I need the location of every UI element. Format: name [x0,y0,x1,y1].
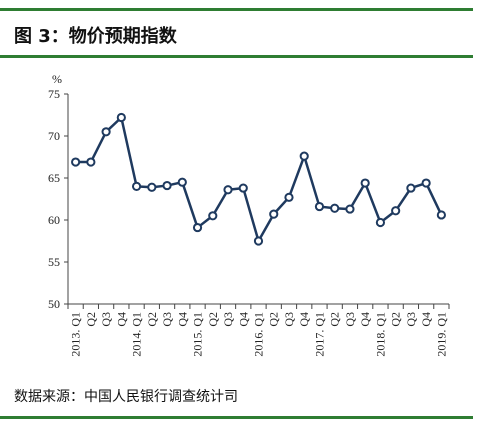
data-point [71,157,81,167]
x-tick-label: Q2 [389,312,403,327]
data-point [314,201,325,212]
y-tick-label: 55 [48,255,60,269]
x-tick-label: Q3 [99,312,113,327]
top-rule [0,8,473,11]
x-tick-label: 2017. Q1 [312,312,326,357]
data-point [421,178,431,188]
y-tick-label: 75 [48,87,60,101]
x-tick-label: Q4 [175,312,189,327]
data-point [208,211,218,221]
data-point [101,127,111,137]
data-point [284,192,294,202]
x-tick-label: Q2 [328,312,342,327]
y-tick-label: 70 [48,129,60,143]
y-tick-label: 50 [48,297,60,311]
x-tick-label: Q4 [297,312,311,327]
data-point [436,210,446,220]
y-tick-label: 60 [48,213,60,227]
data-point [345,204,355,214]
data-point [223,185,233,195]
x-tick-label: Q4 [114,312,128,327]
series-line [75,116,443,243]
data-source: 数据来源：中国人民银行调查统计司 [14,389,238,405]
data-point [299,151,309,161]
y-tick-label: 65 [48,171,60,185]
x-tick-label: 2018. Q1 [373,312,387,357]
data-point [238,183,248,193]
x-tick-label: Q3 [404,312,418,327]
x-tick-label: 2019. Q1 [434,312,448,357]
data-point [330,203,340,213]
data-point [131,181,142,191]
x-tick-label: Q3 [343,312,357,327]
data-point [269,209,279,219]
x-tick-label: Q4 [236,312,250,327]
x-tick-label: Q2 [145,312,159,327]
x-tick-label: 2015. Q1 [191,312,205,357]
bottom-rule [0,416,473,419]
data-point [177,177,187,187]
figure-title: 图 3：物价预期指数 [14,26,177,47]
data-point [375,217,386,228]
x-tick-label: Q3 [221,312,235,327]
x-tick-label: Q2 [206,312,220,327]
data-point [147,182,157,192]
x-tick-label: Q2 [267,312,281,327]
x-tick-label: Q2 [84,312,98,327]
title-rule [0,55,473,58]
x-tick-label: Q3 [282,312,296,327]
x-tick-label: Q3 [160,312,174,327]
x-tick-label: Q4 [358,312,372,327]
x-tick-label: 2016. Q1 [252,312,266,357]
x-tick-label: 2013. Q1 [69,312,83,357]
data-point [86,157,96,167]
data-point [116,112,126,123]
y-axis-unit: % [52,72,62,86]
data-point [253,236,264,246]
data-point [360,178,370,188]
x-tick-label: 2014. Q1 [130,312,144,357]
data-point [162,180,172,191]
data-point [391,206,401,216]
data-point [406,183,416,193]
x-tick-label: Q4 [419,312,433,327]
data-point [192,222,203,233]
